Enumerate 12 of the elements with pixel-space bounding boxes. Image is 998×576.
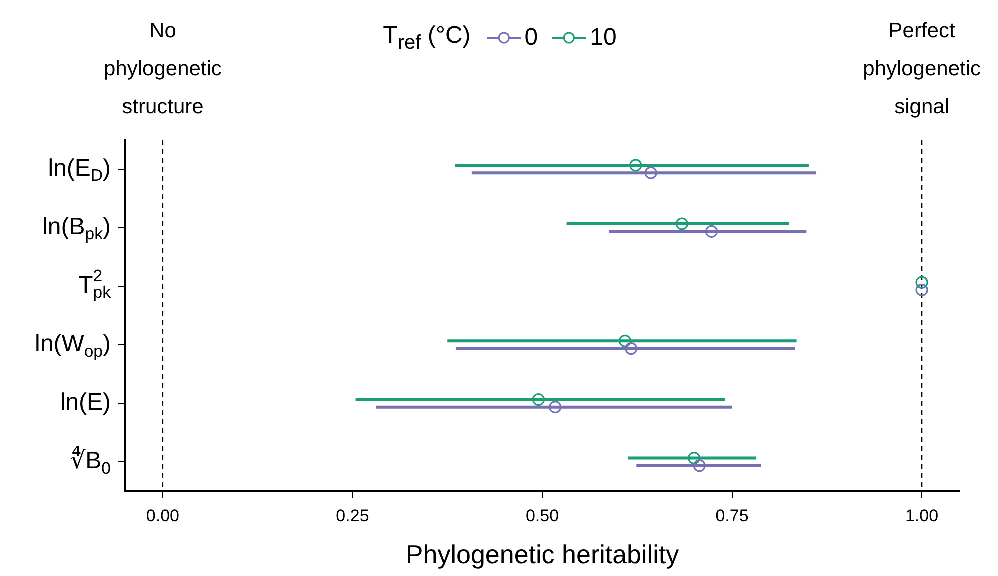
- ref-line-label: Perfect phylogenetic signal: [863, 19, 982, 118]
- x-tick-label: 1.00: [906, 506, 939, 526]
- ref-line-label: No phylogenetic structure: [104, 19, 222, 118]
- legend-title: T$_{ref}$ (°C): [383, 22, 471, 55]
- legend-label: 10: [590, 24, 617, 52]
- y-tick-label: ln(E): [60, 389, 111, 416]
- x-axis-title: Phylogenetic heritability: [406, 540, 680, 570]
- legend-label: 0: [524, 24, 538, 52]
- x-tick-label: 0.75: [716, 506, 749, 526]
- x-tick-label: 0.25: [336, 506, 370, 526]
- x-tick-label: 0.50: [526, 506, 560, 526]
- x-tick-label: 0.00: [146, 506, 180, 526]
